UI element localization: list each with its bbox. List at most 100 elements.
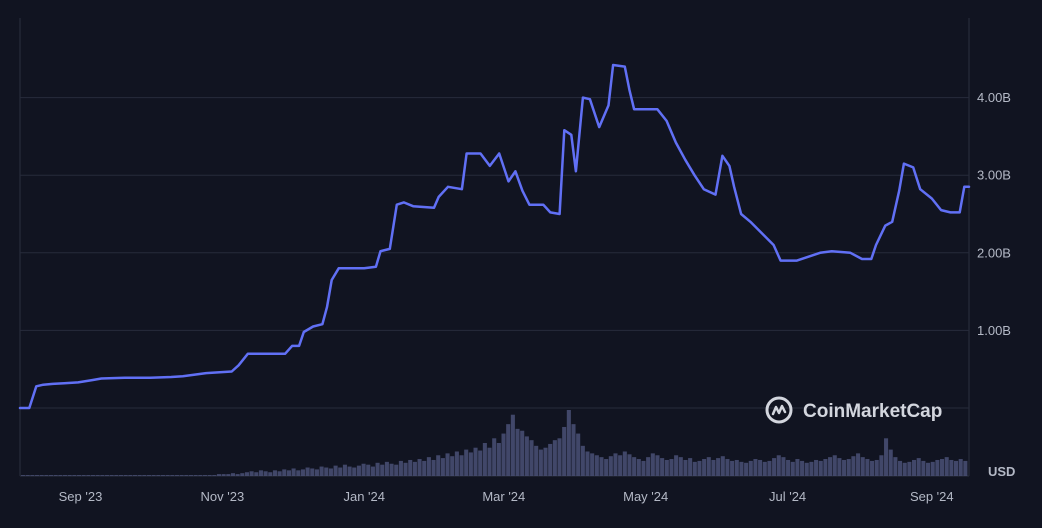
x-tick-label: Mar '24 [482, 489, 525, 504]
volume-bar [627, 454, 632, 476]
volume-bar [548, 443, 553, 476]
volume-bar [375, 462, 380, 476]
volume-bar [370, 466, 375, 476]
volume-bar [58, 475, 63, 476]
volume-bar [804, 462, 809, 476]
volume-bar [613, 453, 618, 476]
volume-bar [618, 455, 623, 476]
volume-bar [580, 445, 585, 476]
volume-bar [76, 475, 82, 476]
volume-bar [874, 459, 879, 476]
volume-bar [86, 475, 91, 476]
volume-bar [226, 474, 231, 476]
volume-bar [249, 471, 254, 476]
volume-bar [739, 461, 744, 476]
volume-bar [450, 456, 455, 476]
volume-bar [468, 452, 473, 476]
volume-bar [641, 460, 646, 476]
volume-bar [926, 462, 931, 476]
volume-bar [562, 426, 567, 476]
volume-bar [585, 451, 590, 476]
volume-bar [30, 475, 35, 476]
volume-bar [165, 475, 170, 476]
volume-bar [622, 451, 627, 476]
volume-bar [557, 438, 562, 476]
volume-bar [884, 438, 889, 476]
x-axis: Sep '23 Nov '23 Jan '24 Mar '24 May '24 Jul '… [59, 489, 954, 504]
volume-bar [543, 447, 548, 476]
volume-bar [235, 474, 240, 476]
volume-bar [244, 472, 249, 476]
volume-bar [104, 475, 110, 476]
volume-bar [67, 475, 72, 476]
volume-bar [132, 475, 138, 476]
volume-bar [487, 447, 492, 476]
volume-bar [282, 469, 287, 476]
volume-bar [566, 410, 571, 476]
volume-bar [520, 430, 525, 476]
y-axis-unit: USD [988, 464, 1015, 479]
volume-bar [137, 475, 142, 476]
volume-bar [809, 461, 814, 476]
volume-bar [958, 459, 963, 476]
volume-bar [758, 459, 763, 476]
y-tick-label: 4.00B [977, 90, 1011, 105]
volume-bar [501, 433, 506, 476]
volume-bar [35, 475, 40, 476]
volume-bar [445, 453, 450, 476]
volume-bar [422, 460, 427, 476]
volume-bar [188, 475, 194, 476]
x-tick-label: Jul '24 [769, 489, 806, 504]
volume-bar [384, 461, 389, 476]
volume-bar [310, 468, 315, 476]
volume-bar [692, 461, 697, 476]
volume-bar [347, 466, 352, 476]
volume-bar [412, 461, 417, 476]
volume-bar [389, 463, 394, 476]
volume-bar [716, 458, 721, 476]
volume-bar [142, 475, 147, 476]
volume-bar [342, 464, 347, 476]
volume-bar [660, 458, 665, 476]
volume-bar [305, 467, 310, 476]
volume-bar [114, 475, 119, 476]
volume-bar [380, 464, 385, 476]
volume-bar [286, 470, 291, 476]
volume-bar [254, 472, 259, 476]
volume-bar [720, 456, 725, 476]
volume-bar [277, 471, 282, 476]
x-tick-label: May '24 [623, 489, 668, 504]
volume-bar [790, 461, 795, 476]
volume-bar [408, 459, 413, 476]
volume-bar [636, 459, 641, 476]
volume-bar [828, 457, 833, 476]
volume-bar [655, 455, 660, 476]
volume-bar [338, 467, 343, 476]
volume-bar [930, 461, 935, 476]
volume-bar [590, 453, 595, 476]
volume-bar [935, 459, 940, 476]
volume-bar [524, 436, 529, 476]
volume-bar [123, 475, 128, 476]
volume-bars [21, 410, 968, 476]
volume-bar [436, 455, 441, 476]
volume-bar [865, 459, 870, 476]
volume-bar [725, 459, 730, 476]
volume-bar [818, 460, 823, 476]
volume-bar [314, 469, 319, 476]
x-tick-label: Sep '23 [59, 489, 103, 504]
volume-bar [898, 460, 903, 476]
volume-bar [893, 457, 898, 476]
volume-bar [366, 464, 371, 476]
volume-bar [151, 475, 156, 476]
volume-bar [949, 459, 954, 476]
volume-bar [912, 459, 917, 476]
volume-bar [170, 475, 175, 476]
volume-bar [529, 440, 534, 476]
line-series [18, 63, 971, 410]
volume-bar [62, 475, 68, 476]
volume-bar [81, 475, 86, 476]
volume-bar [403, 462, 408, 476]
volume-bar [431, 459, 436, 476]
